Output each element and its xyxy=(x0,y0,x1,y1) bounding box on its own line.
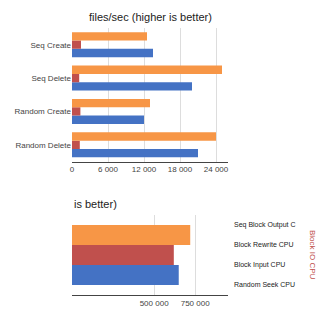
svg-text:Seq Block Output C: Seq Block Output C xyxy=(234,221,295,229)
svg-text:Block Input CPU: Block Input CPU xyxy=(234,261,285,269)
svg-text:Seq Create: Seq Create xyxy=(31,40,72,49)
svg-text:750 000: 750 000 xyxy=(181,299,210,308)
svg-text:18 000: 18 000 xyxy=(168,165,193,174)
svg-text:is better): is better) xyxy=(74,198,117,210)
svg-text:Random Create: Random Create xyxy=(15,107,72,116)
svg-text:0: 0 xyxy=(70,165,75,174)
svg-text:500 000: 500 000 xyxy=(140,299,169,308)
svg-text:6 000: 6 000 xyxy=(98,165,119,174)
svg-text:files/sec (higher is better): files/sec (higher is better) xyxy=(89,11,212,23)
svg-text:Block IO CPU: Block IO CPU xyxy=(308,230,317,280)
svg-text:Block Rewrite CPU: Block Rewrite CPU xyxy=(234,241,294,248)
svg-text:24 000: 24 000 xyxy=(204,165,229,174)
svg-text:Random Seek CPU: Random Seek CPU xyxy=(234,281,295,288)
svg-text:Random Delete: Random Delete xyxy=(15,141,71,150)
svg-text:12 000: 12 000 xyxy=(132,165,157,174)
svg-text:Seq Delete: Seq Delete xyxy=(31,74,71,83)
